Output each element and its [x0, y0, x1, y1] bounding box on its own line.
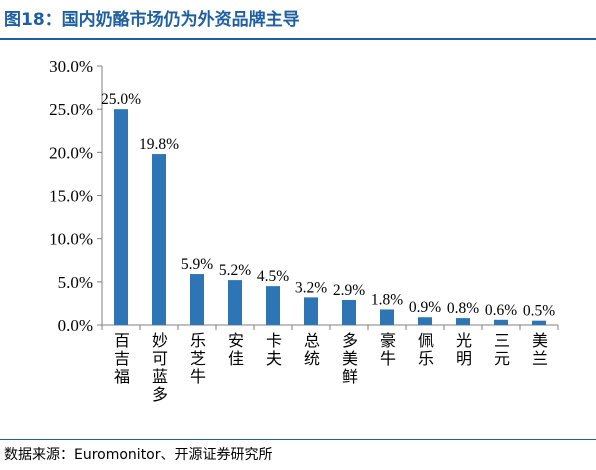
data-label-3: 5.9% [181, 256, 213, 273]
category-label-2: 妙可蓝多 [152, 332, 168, 404]
data-label-4: 5.2% [219, 262, 251, 279]
bar-11 [494, 319, 508, 325]
data-label-6: 3.2% [295, 279, 327, 296]
category-label-4: 安佳 [228, 332, 244, 368]
data-label-1: 25.0% [101, 91, 141, 108]
category-label-5: 卡夫 [266, 332, 282, 368]
data-label-10: 0.8% [447, 300, 479, 317]
data-label-5: 4.5% [257, 268, 289, 285]
bar-10 [456, 318, 470, 325]
y-axis: 0.0% 5.0% 10.0% 15.0% 20.0% 25.0% 30.0% [49, 57, 103, 335]
data-labels: 25.0% 19.8% 5.9% 5.2% 4.5% 3.2% 2.9% 1.8% 0.9% 0.… [101, 91, 555, 320]
y-tick-label: 25.0% [49, 100, 93, 119]
y-tick-label: 5.0% [58, 273, 93, 292]
title-divider [0, 38, 596, 40]
bar-3 [190, 274, 204, 325]
category-label-3: 乐芝牛 [190, 332, 206, 386]
data-label-11: 0.6% [485, 302, 517, 319]
source-divider [0, 439, 596, 440]
category-label-7: 多美鲜 [342, 332, 358, 386]
y-tick-label: 30.0% [49, 57, 93, 76]
data-label-8: 1.8% [371, 291, 403, 308]
bar-4 [228, 280, 242, 325]
bar-chart: 0.0% 5.0% 10.0% 15.0% 20.0% 25.0% 30.0% 百吉福 妙可蓝… [49, 57, 559, 404]
bar-9 [418, 317, 432, 325]
bar-5 [266, 286, 280, 325]
data-label-9: 0.9% [409, 299, 441, 316]
bar-6 [304, 297, 318, 325]
bar-8 [380, 309, 394, 325]
bars [114, 109, 546, 326]
data-label-7: 2.9% [333, 282, 365, 299]
bar-1 [114, 109, 128, 326]
category-label-1: 百吉福 [114, 333, 130, 386]
y-tick-label: 10.0% [49, 230, 93, 249]
y-tick-label: 20.0% [49, 143, 93, 162]
category-label-10: 光明 [456, 332, 472, 368]
bar-2 [152, 154, 166, 325]
category-label-6: 总统 [304, 332, 320, 368]
source-note: 数据来源：Euromonitor、开源证券研究所 [4, 447, 273, 463]
category-label-9: 佩乐 [418, 332, 434, 368]
figure-title: 图18：国内奶酪市场仍为外资品牌主导 [4, 10, 300, 30]
data-label-12: 0.5% [523, 303, 555, 320]
bar-7 [342, 299, 356, 325]
category-label-8: 豪牛 [380, 331, 396, 368]
bar-12 [532, 320, 546, 325]
y-tick-label: 0.0% [58, 316, 93, 335]
data-label-2: 19.8% [139, 136, 179, 153]
category-label-11: 三元 [494, 333, 510, 368]
category-label-12: 美兰 [532, 332, 548, 368]
y-tick-label: 15.0% [49, 187, 93, 206]
